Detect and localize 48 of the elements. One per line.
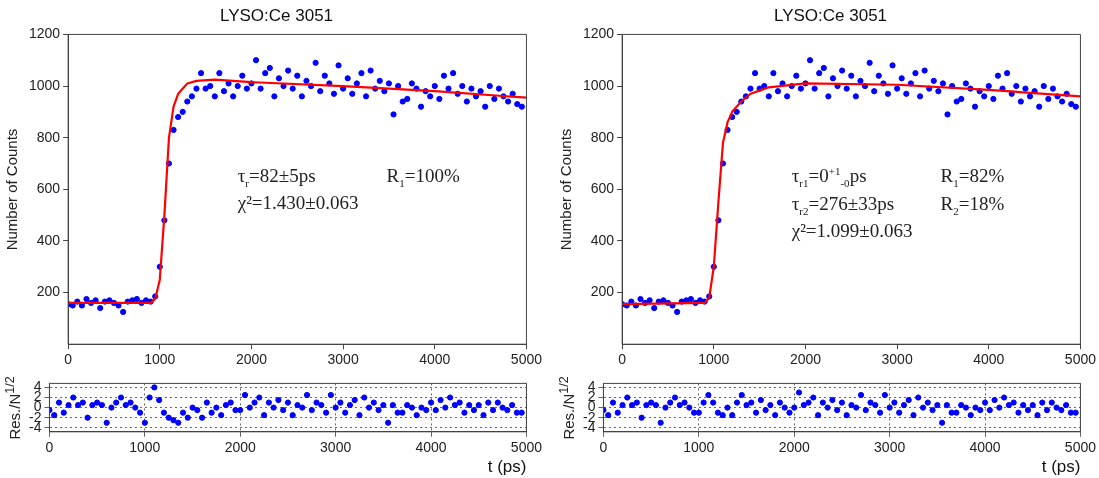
x-tick-label: 1000 xyxy=(698,351,730,368)
y-tick-label: 1200 xyxy=(582,25,615,42)
x-tick-label: 0 xyxy=(64,351,73,368)
x-axis-title: t (ps) xyxy=(1041,457,1081,477)
annotation: R$_{1}$=82% xyxy=(940,164,1005,189)
x-tick-label: 5000 xyxy=(1064,439,1097,456)
y-tick-label: 200 xyxy=(36,283,61,300)
y-axis-title: Number of Counts xyxy=(3,128,21,251)
x-axis-title: t (ps) xyxy=(487,457,527,477)
y-tick-label: 400 xyxy=(590,231,615,248)
x-tick-label: 5000 xyxy=(1064,351,1097,368)
y-tick-label: 800 xyxy=(590,128,615,145)
x-tick-label: 4000 xyxy=(415,439,447,456)
x-tick-label: 3000 xyxy=(881,351,913,368)
x-tick-label: 2000 xyxy=(224,439,257,456)
x-tick-label: 5000 xyxy=(510,439,543,456)
x-tick-label: 3000 xyxy=(874,439,906,456)
y-tick-label: 1200 xyxy=(28,25,61,42)
x-tick-label: 1000 xyxy=(144,351,176,368)
y-axis-title: Number of Counts xyxy=(557,128,575,251)
x-tick-label: 2000 xyxy=(789,351,822,368)
x-tick-label: 5000 xyxy=(510,351,543,368)
x-tick-label: 4000 xyxy=(973,351,1005,368)
annotation: R$_{2}$=18% xyxy=(940,192,1005,217)
annotation: χ²=1.099±0.063 xyxy=(791,220,913,243)
y-tick-label: 600 xyxy=(36,180,61,197)
x-tick-label: 2000 xyxy=(778,439,811,456)
x-tick-label: 3000 xyxy=(327,351,359,368)
x-tick-label: 1000 xyxy=(129,439,161,456)
y-tick-label: 600 xyxy=(590,180,615,197)
annotation: χ²=1.430±0.063 xyxy=(237,192,359,215)
x-tick-label: 4000 xyxy=(419,351,451,368)
y-tick-label: 800 xyxy=(36,128,61,145)
chart-title: LYSO:Ce 3051 xyxy=(773,5,888,25)
x-tick-label: 0 xyxy=(618,351,627,368)
y-tick-label: 400 xyxy=(36,231,61,248)
chart-title: LYSO:Ce 3051 xyxy=(219,5,334,25)
annotation: R$_{1}$=100% xyxy=(386,164,460,189)
annotation: τ$_{r1}$=0$^{+1}$$_{-0}$ps xyxy=(791,164,868,189)
x-tick-label: 2000 xyxy=(235,351,268,368)
annotation: τ$_{r}$=82±5ps xyxy=(237,164,317,189)
y-tick-label: 200 xyxy=(590,283,615,300)
x-tick-label: 3000 xyxy=(320,439,352,456)
y-tick-label: 1000 xyxy=(582,76,615,93)
annotation: τ$_{r2}$=276±33ps xyxy=(791,192,896,217)
x-tick-label: 4000 xyxy=(969,439,1001,456)
y-tick-label: 1000 xyxy=(28,76,61,93)
x-tick-label: 1000 xyxy=(683,439,715,456)
